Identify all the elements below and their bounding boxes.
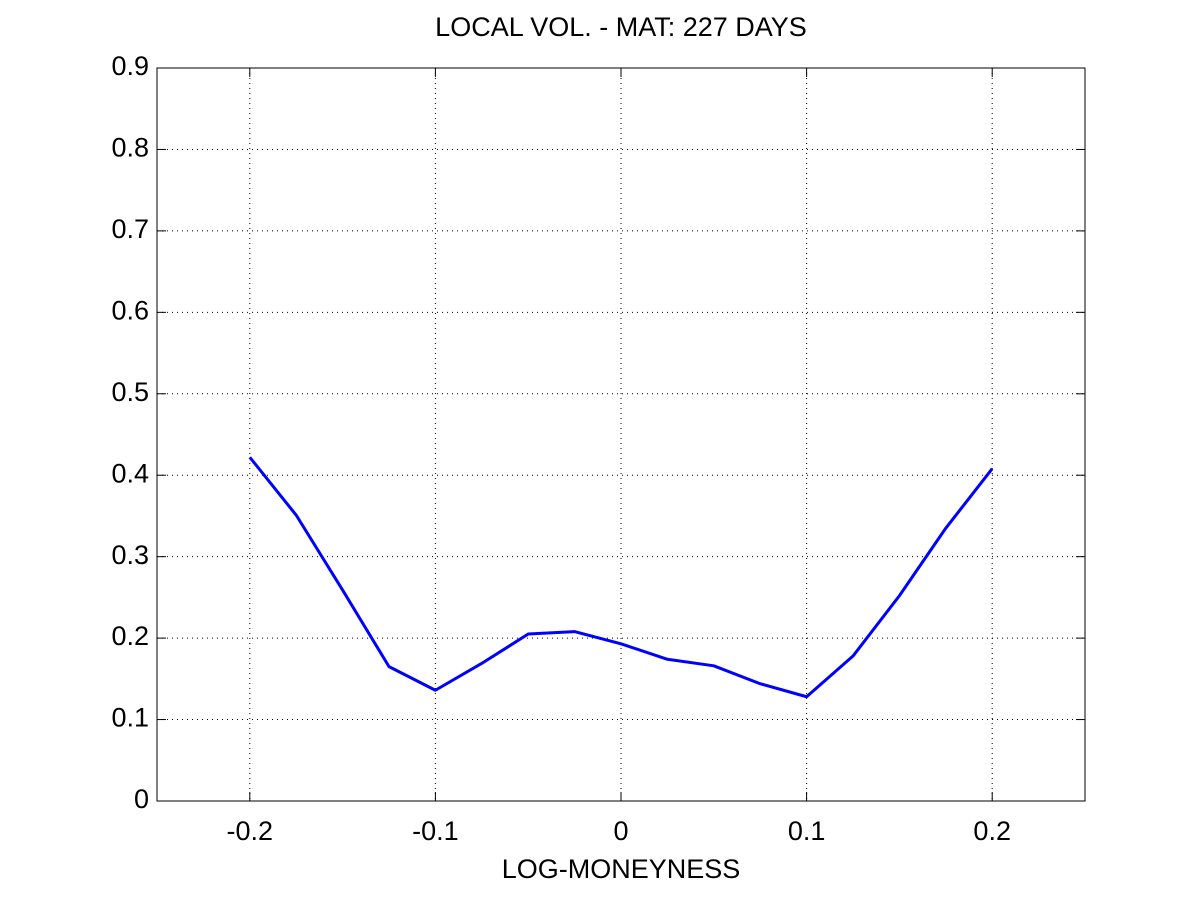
y-tick-label: 0.1 (111, 703, 149, 733)
x-tick-label: 0.2 (973, 816, 1011, 846)
y-tick-label: 0.9 (111, 51, 149, 81)
x-axis-label: LOG-MONEYNESS (502, 854, 741, 884)
x-tick-label: -0.1 (412, 816, 459, 846)
x-tick-label: -0.2 (227, 816, 274, 846)
y-tick-label: 0.8 (111, 133, 149, 163)
y-tick-label: 0.6 (111, 295, 149, 325)
chart-title: LOCAL VOL. - MAT: 227 DAYS (435, 12, 807, 42)
plot-frame (156, 67, 1086, 802)
y-tick-label: 0.7 (111, 214, 149, 244)
x-tick-label: 0 (613, 816, 628, 846)
x-tick-label: 0.1 (788, 816, 826, 846)
y-tick-label: 0.5 (111, 377, 149, 407)
data-line (248, 456, 994, 699)
y-tick-label: 0.4 (111, 458, 149, 488)
y-tick-label: 0.2 (111, 621, 149, 651)
y-tick-label: 0 (134, 784, 149, 814)
y-tick-label: 0.3 (111, 540, 149, 570)
